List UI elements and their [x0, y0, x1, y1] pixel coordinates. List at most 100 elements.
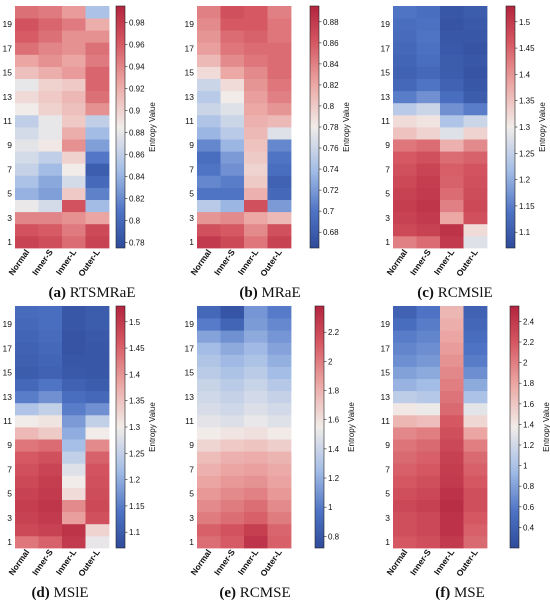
heatmap-cell [15, 199, 39, 213]
heatmap-cell [463, 199, 488, 213]
y-tick-label: 15 [185, 368, 195, 378]
heatmap-cell [38, 511, 63, 525]
heatmap-cell [62, 30, 86, 43]
heatmap-cell [463, 523, 488, 537]
y-tick-label: 1 [7, 237, 12, 247]
colorbar-tick-label: 1.8 [523, 379, 535, 388]
heatmap-cell [220, 439, 245, 452]
heatmap-cell [62, 163, 86, 176]
heatmap-cell [85, 535, 110, 549]
colorbar-tick-label: 1.15 [129, 502, 145, 511]
heatmap-cell [85, 463, 110, 476]
x-tick-label: Normal [188, 247, 213, 277]
colorbar-tick-label: 1.45 [129, 344, 145, 353]
heatmap-cell [197, 18, 221, 31]
heatmap-cell [197, 523, 221, 537]
heatmap-cell [62, 342, 86, 355]
colorbar-tick-label: 0.8 [323, 102, 335, 111]
x-tick-label: Inner-S [408, 547, 433, 577]
colorbar-tick-label: 1.4 [519, 70, 531, 79]
heatmap-cell [440, 139, 464, 152]
heatmap-cell [244, 390, 268, 404]
heatmap-cell [267, 42, 292, 55]
colorbar-tick-label: 0.8 [328, 532, 340, 541]
heatmap-cell [197, 463, 221, 476]
heatmap-cell [244, 30, 268, 43]
heatmap-cell [416, 427, 441, 440]
heatmap-cell [463, 139, 488, 152]
heatmap-cell [38, 475, 63, 488]
heatmap-cell [197, 439, 221, 452]
heatmap-cell [85, 427, 110, 440]
heatmap-cell [463, 30, 488, 43]
y-tick-label: 7 [189, 164, 194, 174]
heatmap-cell [463, 402, 488, 416]
colorbar-tick-label: 1.2 [523, 441, 535, 450]
heatmap-cell [38, 366, 63, 379]
colorbar-tick-label: 1.6 [328, 416, 340, 425]
heatmap-cell [85, 127, 110, 140]
colorbar-tick-label: 1.2 [519, 176, 531, 185]
panel-d: 135791113151719NormalInner-SInner-LOuter… [3, 305, 157, 601]
y-tick-label: 3 [385, 513, 390, 523]
y-tick-label: 5 [189, 189, 194, 199]
heatmap-cell [62, 42, 86, 55]
heatmap-cell [220, 211, 245, 225]
heatmap-cell [220, 199, 245, 213]
heatmap-cell [220, 402, 245, 416]
colorbar-label: Entropy Value [342, 102, 351, 152]
heatmap-cell [244, 78, 268, 92]
x-tick-label: Normal [6, 247, 31, 277]
y-tick-label: 13 [185, 92, 195, 102]
heatmap-cell [38, 66, 63, 79]
heatmap-cell [440, 523, 464, 537]
y-tick-label: 11 [185, 416, 194, 426]
colorbar-tick-label: 0.84 [129, 173, 145, 182]
heatmap-cell [15, 127, 39, 140]
heatmap-cell [220, 78, 245, 92]
heatmap-cell [220, 330, 245, 343]
colorbar-tick-label: 1.8 [328, 387, 340, 396]
colorbar-tick-label: 0.4 [523, 523, 535, 532]
heatmap-cell [15, 211, 39, 225]
heatmap-cell [15, 378, 39, 392]
heatmap-cell [267, 199, 292, 213]
heatmap-cell [416, 535, 441, 549]
heatmap-cell [197, 306, 221, 319]
heatmap-cell [463, 378, 488, 392]
heatmap-cell [244, 318, 268, 331]
heatmap-cell [85, 523, 110, 537]
y-tick-label: 19 [381, 19, 391, 29]
heatmap-cell [440, 151, 464, 164]
heatmap-cell [244, 54, 268, 67]
heatmap-cell [416, 390, 441, 404]
heatmap-cell [244, 151, 268, 164]
x-tick-label: Normal [384, 547, 409, 577]
heatmap-cell [440, 66, 464, 79]
heatmap-cell [463, 511, 488, 525]
colorbar-tick-label: 0.94 [129, 63, 145, 72]
heatmap-cell [440, 511, 464, 525]
heatmap-cell [220, 427, 245, 440]
heatmap-cell [220, 114, 245, 128]
heatmap-cell [393, 366, 417, 379]
heatmap-cell [416, 151, 441, 164]
heatmap-cell [220, 223, 245, 237]
heatmap-cell [220, 523, 245, 537]
y-tick-label: 19 [381, 319, 391, 329]
heatmap-cell [267, 66, 292, 79]
y-tick-label: 19 [3, 319, 13, 329]
heatmap-cell [38, 163, 63, 176]
heatmap-cell [15, 90, 39, 104]
heatmap-cell [62, 211, 86, 225]
colorbar-tick-label: 1.2 [129, 476, 141, 485]
heatmap-cell [267, 390, 292, 404]
heatmap-cell [416, 211, 441, 225]
heatmap-cell [463, 463, 488, 476]
caption-letter: (d) [31, 585, 49, 601]
heatmap-cell [244, 366, 268, 379]
heatmap-cell [220, 127, 245, 140]
x-tick-label: Outer-L [258, 247, 284, 278]
y-tick-label: 19 [185, 319, 195, 329]
